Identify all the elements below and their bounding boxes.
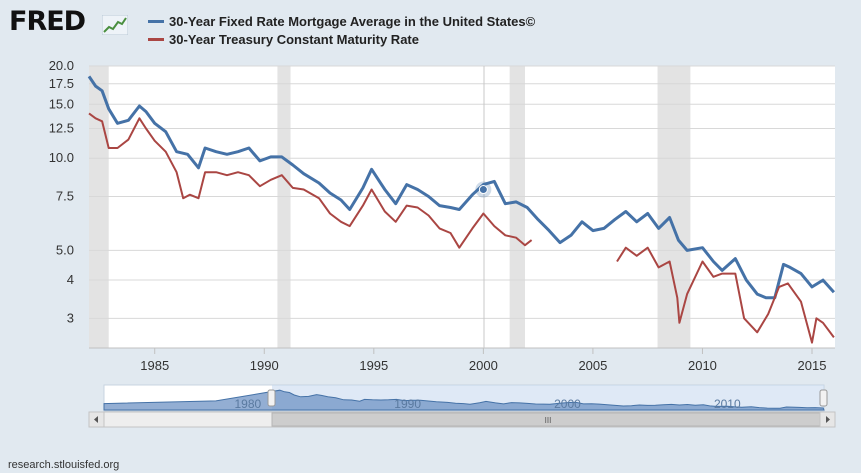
- navigator-year-label: 1980: [234, 397, 261, 411]
- gridlines: [89, 65, 835, 319]
- legend-label-mortgage: 30-Year Fixed Rate Mortgage Average in t…: [169, 14, 536, 29]
- recession-band: [89, 66, 109, 348]
- navigator-labels: 1980 1990 2000 2010: [234, 397, 740, 411]
- series-lines: [87, 75, 836, 344]
- y-tick-label: 5.0: [56, 242, 74, 257]
- hover-point: [478, 185, 488, 195]
- x-tick-label: 2015: [798, 358, 827, 373]
- x-tick-label: 1995: [359, 358, 388, 373]
- navigator-handle-left[interactable]: [267, 389, 276, 407]
- legend-swatch-treasury: [148, 38, 164, 42]
- navigator-series: [103, 389, 825, 411]
- line-chart-mark-icon: [102, 15, 128, 35]
- y-tick-label: 10.0: [49, 150, 74, 165]
- legend-swatch-mortgage: [148, 20, 164, 24]
- navigator-year-label: 2010: [714, 397, 741, 411]
- legend-item-treasury[interactable]: 30-Year Treasury Constant Maturity Rate: [148, 32, 419, 47]
- navigator-handle-right[interactable]: [819, 389, 828, 407]
- navigator-year-label: 2000: [554, 397, 581, 411]
- y-tick-label: 15.0: [49, 96, 74, 111]
- y-tick-label: 17.5: [49, 76, 74, 91]
- x-tick-label: 1990: [250, 358, 279, 373]
- logo-text: FRED: [9, 6, 86, 37]
- y-tick-label: 7.5: [56, 188, 74, 203]
- recession-band: [657, 66, 691, 348]
- hover-point-marker[interactable]: [475, 181, 492, 198]
- legend-item-mortgage[interactable]: 30-Year Fixed Rate Mortgage Average in t…: [148, 14, 535, 29]
- series-line: [87, 75, 836, 300]
- recession-band: [277, 66, 291, 348]
- x-axis-ticks: 1985 1990 1995 2000 2005 2010 2015: [89, 347, 835, 373]
- scrollbar-grip: III: [545, 416, 552, 425]
- y-tick-label: 4: [67, 272, 74, 287]
- legend-label-treasury: 30-Year Treasury Constant Maturity Rate: [169, 32, 419, 47]
- x-tick-label: 1985: [140, 358, 169, 373]
- series-line: [88, 112, 835, 344]
- fred-logo[interactable]: FRED: [9, 6, 128, 40]
- y-axis-ticks: 20.0 17.5 15.0 12.5 10.0 7.5 5.0 4 3: [49, 58, 74, 325]
- recession-band: [509, 66, 525, 348]
- y-tick-label: 20.0: [49, 58, 74, 73]
- x-tick-label: 2000: [469, 358, 498, 373]
- y-tick-label: 12.5: [49, 121, 74, 136]
- source-attribution[interactable]: research.stlouisfed.org: [8, 459, 120, 471]
- scroll-right-arrow-icon: [826, 416, 830, 423]
- scroll-left-arrow-icon: [94, 416, 98, 423]
- navigator-year-label: 1990: [394, 397, 421, 411]
- x-tick-label: 2005: [578, 358, 607, 373]
- recession-bands: [89, 66, 691, 348]
- x-tick-label: 2010: [688, 358, 717, 373]
- y-tick-label: 3: [67, 310, 74, 325]
